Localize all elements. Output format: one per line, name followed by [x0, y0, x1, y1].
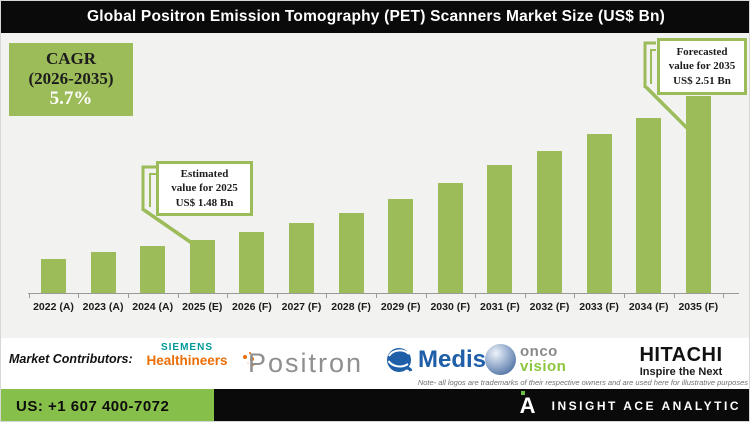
siemens-dots-icon: [243, 355, 247, 359]
x-axis-label: 2035 (F): [678, 301, 719, 313]
x-axis-tick: [524, 294, 526, 298]
bar-2030F: [437, 183, 463, 293]
trademark-note: Note- all logos are trademarks of their …: [417, 378, 748, 387]
hitachi-wordmark: HITACHI: [639, 344, 723, 366]
x-axis-tick: [623, 294, 625, 298]
x-axis-tick: [574, 294, 576, 298]
oncovision-logo: onco vision: [485, 344, 566, 375]
x-axis-tick: [78, 294, 80, 298]
callout-2035-line1: Forecasted: [676, 46, 728, 59]
x-axis-label: 2033 (F): [579, 301, 619, 313]
callout-2025-value: US$ 1.48 Bn: [175, 196, 234, 209]
x-axis-tick: [276, 294, 278, 298]
cagr-label-line1: CAGR: [45, 49, 97, 69]
x-axis-tick: [375, 294, 377, 298]
callout-2035-value: US$ 2.51 Bn: [673, 74, 731, 87]
x-axis-label: 2022 (A): [33, 301, 74, 313]
healthineers-wordmark: Healthineers: [146, 352, 228, 368]
x-axis-line: [28, 293, 739, 294]
x-axis-label: 2032 (F): [529, 301, 570, 313]
cagr-label-line2: (2026-2035): [28, 68, 114, 88]
brand-block: A INSIGHT ACE ANALYTIC: [519, 389, 741, 421]
x-axis-tick: [673, 294, 675, 298]
x-axis-label: 2024 (A): [132, 301, 174, 313]
x-axis-label: 2026 (F): [232, 301, 272, 313]
mediso-globe-icon: [387, 347, 413, 372]
title-bar: Global Positron Emission Tomography (PET…: [1, 1, 749, 33]
bar-2031F: [487, 165, 513, 293]
x-axis-tick: [227, 294, 229, 298]
bars-layer: [1, 33, 749, 293]
bar-2033F: [586, 134, 612, 293]
footer-bar: US: +1 607 400-7072 A INSIGHT ACE ANALYT…: [1, 389, 749, 421]
x-axis-label: 2025 (E): [182, 301, 223, 313]
x-axis-tick: [177, 294, 179, 298]
x-axis-tick: [326, 294, 328, 298]
siemens-healthineers-logo: SIEMENS Healthineers: [131, 342, 247, 368]
mediso-logo: Mediso: [386, 346, 501, 374]
page-title: Global Positron Emission Tomography (PET…: [86, 8, 666, 25]
bar-2029F: [388, 199, 414, 293]
contributors-strip: Market Contributors: SIEMENS Healthineer…: [1, 338, 749, 389]
x-axis-tick: [723, 294, 725, 298]
bar-2032F: [537, 151, 562, 293]
positron-logo: Positron: [248, 348, 364, 378]
oncovision-sphere-icon: [485, 344, 516, 375]
bar-2026F: [239, 232, 265, 293]
x-axis-tick: [475, 294, 477, 298]
x-axis-label: 2027 (F): [281, 301, 322, 313]
bar-2034F: [636, 118, 662, 293]
insight-ace-logo-icon: A: [519, 391, 536, 418]
callout-estimated-2025: Estimated value for 2025 US$ 1.48 Bn: [156, 161, 253, 216]
bar-2023A: [90, 252, 116, 293]
hitachi-tagline: Inspire the Next: [639, 366, 723, 378]
bar-2024A: [140, 246, 166, 293]
market-contributors-label: Market Contributors:: [9, 352, 133, 366]
x-axis-label: 2023 (A): [82, 301, 124, 313]
callout-2035-line2: value for 2035: [668, 60, 736, 73]
callout-2025-line2: value for 2025: [171, 182, 238, 195]
cagr-box: CAGR (2026-2035) 5.7%: [9, 43, 133, 116]
onco-wordmark: onco: [520, 343, 558, 361]
x-axis-tick: [28, 294, 30, 298]
vision-wordmark: vision: [520, 357, 567, 375]
bar-2027F: [289, 223, 314, 293]
hitachi-logo: HITACHI Inspire the Next: [615, 344, 747, 378]
x-axis-tick: [127, 294, 129, 298]
bar-2025E: [189, 240, 215, 293]
x-axis-label: 2030 (F): [430, 301, 471, 313]
x-axis-label: 2034 (F): [628, 301, 669, 313]
bar-2028F: [338, 213, 364, 293]
callout-2025-line1: Estimated: [180, 168, 229, 181]
brand-name: INSIGHT ACE ANALYTIC: [551, 399, 741, 413]
phone-number: US: +1 607 400-7072: [1, 389, 214, 421]
bar-2022A: [41, 259, 66, 293]
x-axis-tick: [425, 294, 427, 298]
siemens-wordmark: SIEMENS: [160, 342, 213, 353]
x-axis-label: 2028 (F): [331, 301, 371, 313]
callout-forecasted-2035: Forecasted value for 2035 US$ 2.51 Bn: [657, 38, 747, 95]
cagr-value: 5.7%: [49, 88, 93, 110]
x-axis-label: 2031 (F): [480, 301, 520, 313]
chart-area: CAGR (2026-2035) 5.7% Estimated value fo…: [1, 33, 749, 338]
x-axis-label: 2029 (F): [380, 301, 421, 313]
bar-2035F: [685, 96, 711, 293]
